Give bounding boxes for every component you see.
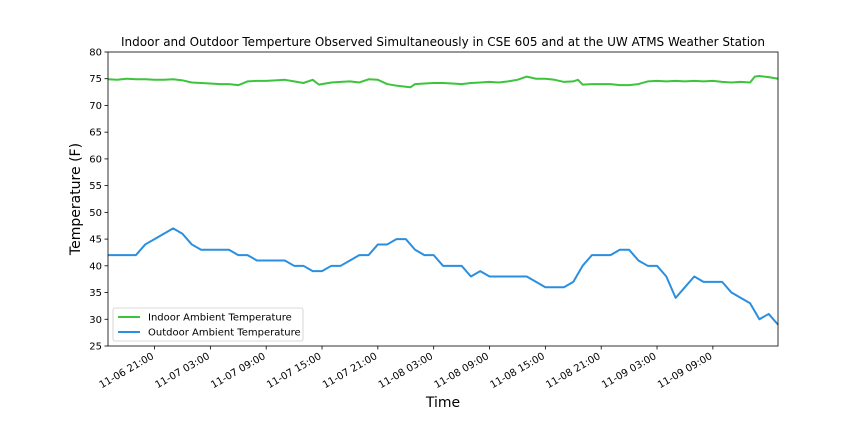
plot-frame	[107, 51, 779, 347]
x-tick-label: 11-09 03:00	[600, 351, 658, 391]
x-tick-label: 11-08 09:00	[433, 351, 491, 391]
y-tick-label: 80	[89, 48, 102, 59]
y-tick-label: 70	[89, 101, 102, 112]
legend-label: Indoor Ambient Temperature	[148, 313, 292, 324]
x-tick-label: 11-08 15:00	[488, 351, 546, 391]
y-tick-label: 25	[89, 342, 102, 353]
x-tick-label: 11-07 15:00	[265, 351, 323, 391]
y-tick-label: 60	[89, 154, 102, 165]
y-tick-label: 30	[89, 315, 102, 326]
y-tick-label: 35	[89, 288, 102, 299]
x-tick-label: 11-07 03:00	[153, 351, 211, 391]
chart-title: Indoor and Outdoor Temperture Observed S…	[121, 35, 765, 49]
series-line-0	[107, 75, 779, 89]
y-tick-label: 50	[89, 208, 102, 219]
x-tick-label: 11-08 03:00	[377, 351, 435, 391]
x-tick-label: 11-09 09:00	[656, 351, 714, 391]
x-axis-title: Time	[425, 395, 460, 411]
x-tick-label: 11-07 09:00	[209, 351, 267, 391]
legend-label: Outdoor Ambient Temperature	[148, 328, 301, 339]
legend: Indoor Ambient Temperature Outdoor Ambien…	[112, 307, 304, 342]
y-tick-label: 65	[89, 128, 102, 139]
y-axis-title: Temperature (F)	[68, 143, 84, 256]
y-tick-label: 40	[89, 261, 102, 272]
x-tick-label: 11-06 21:00	[98, 351, 156, 391]
series-line-1	[108, 227, 779, 326]
y-tick-label: 75	[89, 74, 102, 85]
y-tick-label: 45	[89, 235, 102, 246]
y-tick-label: 55	[89, 181, 102, 192]
legend-box	[112, 307, 304, 342]
x-tick-label: 11-07 21:00	[321, 351, 379, 391]
x-tick-label: 11-08 21:00	[544, 351, 602, 391]
